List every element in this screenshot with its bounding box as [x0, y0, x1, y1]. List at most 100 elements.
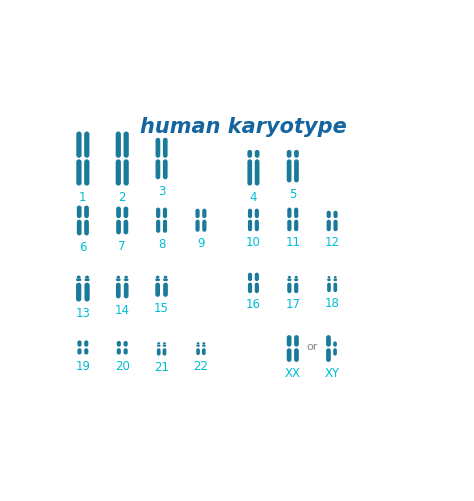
FancyBboxPatch shape	[294, 150, 299, 158]
Text: 20: 20	[115, 360, 130, 373]
Text: or: or	[307, 343, 318, 353]
FancyBboxPatch shape	[202, 208, 207, 218]
FancyBboxPatch shape	[287, 150, 292, 158]
Ellipse shape	[77, 276, 81, 279]
FancyBboxPatch shape	[124, 219, 128, 234]
FancyBboxPatch shape	[163, 283, 168, 297]
FancyBboxPatch shape	[155, 159, 160, 179]
FancyBboxPatch shape	[163, 345, 166, 347]
FancyBboxPatch shape	[124, 341, 128, 347]
FancyBboxPatch shape	[287, 335, 292, 347]
Text: 21: 21	[154, 361, 169, 374]
Text: 4: 4	[250, 191, 257, 204]
FancyBboxPatch shape	[196, 345, 200, 347]
FancyBboxPatch shape	[294, 159, 299, 182]
FancyBboxPatch shape	[255, 273, 259, 281]
FancyBboxPatch shape	[117, 348, 121, 355]
FancyBboxPatch shape	[287, 219, 292, 231]
Text: 6: 6	[79, 240, 87, 254]
FancyBboxPatch shape	[326, 348, 331, 362]
FancyBboxPatch shape	[294, 348, 299, 362]
FancyBboxPatch shape	[77, 205, 82, 218]
FancyBboxPatch shape	[255, 283, 259, 293]
FancyBboxPatch shape	[294, 335, 299, 347]
FancyBboxPatch shape	[255, 150, 259, 158]
FancyBboxPatch shape	[84, 159, 90, 185]
Text: 5: 5	[289, 188, 296, 201]
FancyBboxPatch shape	[77, 340, 82, 347]
Text: 16: 16	[246, 299, 261, 312]
FancyBboxPatch shape	[294, 219, 298, 231]
Text: 3: 3	[158, 184, 165, 197]
FancyBboxPatch shape	[124, 279, 128, 281]
Ellipse shape	[295, 276, 298, 279]
FancyBboxPatch shape	[84, 279, 90, 281]
FancyBboxPatch shape	[202, 345, 206, 347]
FancyBboxPatch shape	[327, 219, 331, 231]
FancyBboxPatch shape	[248, 208, 252, 218]
FancyBboxPatch shape	[84, 283, 90, 302]
FancyBboxPatch shape	[333, 341, 337, 347]
FancyBboxPatch shape	[195, 208, 200, 218]
FancyBboxPatch shape	[163, 138, 168, 158]
FancyBboxPatch shape	[116, 159, 121, 185]
FancyBboxPatch shape	[124, 348, 128, 355]
FancyBboxPatch shape	[124, 283, 128, 299]
FancyBboxPatch shape	[247, 150, 252, 158]
FancyBboxPatch shape	[333, 348, 337, 356]
Ellipse shape	[328, 276, 330, 278]
Text: 12: 12	[325, 236, 340, 249]
FancyBboxPatch shape	[255, 159, 259, 185]
FancyBboxPatch shape	[84, 132, 90, 158]
FancyBboxPatch shape	[156, 219, 160, 233]
FancyBboxPatch shape	[155, 283, 160, 297]
FancyBboxPatch shape	[248, 219, 252, 231]
FancyBboxPatch shape	[255, 219, 259, 231]
FancyBboxPatch shape	[84, 205, 89, 218]
Text: 9: 9	[197, 237, 205, 250]
FancyBboxPatch shape	[333, 219, 337, 231]
Text: 14: 14	[115, 304, 130, 317]
FancyBboxPatch shape	[327, 279, 331, 281]
Ellipse shape	[157, 342, 160, 344]
FancyBboxPatch shape	[116, 206, 121, 218]
FancyBboxPatch shape	[287, 207, 292, 218]
Ellipse shape	[124, 276, 128, 279]
Ellipse shape	[163, 342, 166, 344]
FancyBboxPatch shape	[157, 348, 161, 356]
Ellipse shape	[202, 342, 205, 344]
FancyBboxPatch shape	[76, 159, 82, 185]
FancyBboxPatch shape	[255, 208, 259, 218]
FancyBboxPatch shape	[163, 159, 168, 179]
Text: 8: 8	[158, 238, 165, 251]
FancyBboxPatch shape	[202, 219, 207, 232]
FancyBboxPatch shape	[287, 279, 292, 281]
Text: 22: 22	[193, 360, 209, 373]
FancyBboxPatch shape	[248, 283, 252, 293]
FancyBboxPatch shape	[163, 207, 167, 218]
FancyBboxPatch shape	[116, 219, 121, 234]
FancyBboxPatch shape	[294, 207, 298, 218]
FancyBboxPatch shape	[77, 219, 82, 235]
FancyBboxPatch shape	[116, 283, 121, 299]
FancyBboxPatch shape	[76, 132, 82, 158]
FancyBboxPatch shape	[155, 138, 160, 158]
FancyBboxPatch shape	[124, 206, 128, 218]
FancyBboxPatch shape	[163, 279, 168, 281]
FancyBboxPatch shape	[116, 279, 121, 281]
FancyBboxPatch shape	[163, 348, 166, 356]
Ellipse shape	[288, 276, 291, 279]
Text: XX: XX	[285, 367, 301, 380]
FancyBboxPatch shape	[163, 219, 167, 233]
Text: 11: 11	[285, 236, 301, 249]
FancyBboxPatch shape	[196, 348, 200, 355]
FancyBboxPatch shape	[294, 283, 298, 293]
Ellipse shape	[164, 276, 167, 279]
FancyBboxPatch shape	[247, 159, 252, 185]
Text: human karyotype: human karyotype	[139, 117, 346, 137]
FancyBboxPatch shape	[287, 159, 292, 182]
FancyBboxPatch shape	[294, 279, 298, 281]
FancyBboxPatch shape	[117, 341, 121, 347]
FancyBboxPatch shape	[327, 283, 331, 292]
Text: XY: XY	[325, 367, 340, 380]
